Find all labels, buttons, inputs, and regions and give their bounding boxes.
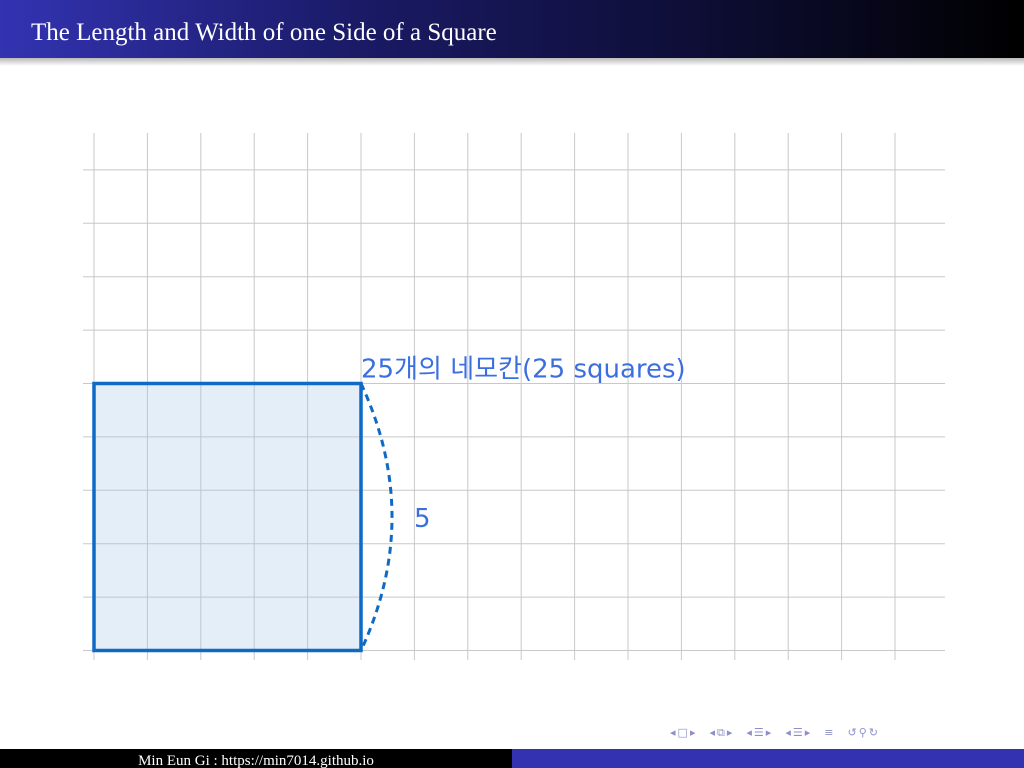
footer-author: Min Eun Gi : https://min7014.github.io xyxy=(138,753,374,768)
arrow-right-icon[interactable]: ▸ xyxy=(726,726,733,739)
side-length-label: 5 xyxy=(414,504,431,534)
slide-title: The Length and Width of one Side of a Sq… xyxy=(31,19,497,46)
square-5x5 xyxy=(94,383,361,651)
redo-icon[interactable]: ↻ xyxy=(868,726,878,739)
side-length-arc xyxy=(359,382,394,652)
frame-icon[interactable]: □ xyxy=(677,726,688,739)
zoom-icon[interactable]: ⚲ xyxy=(858,726,867,739)
arrow-left-icon[interactable]: ◂ xyxy=(785,726,791,739)
footer-right-band xyxy=(512,749,1024,768)
undo-icon[interactable]: ↺ xyxy=(847,726,857,739)
section-icon[interactable]: ☰ xyxy=(753,726,764,739)
square-border xyxy=(92,381,363,653)
footer-left-band xyxy=(0,749,512,768)
title-bar xyxy=(0,0,1024,58)
align-icon[interactable]: ≡ xyxy=(824,726,834,739)
arrow-right-icon[interactable]: ▸ xyxy=(689,726,696,739)
arrow-left-icon[interactable]: ◂ xyxy=(746,726,752,739)
navigation-bar: ◂ □ ▸ ◂ ⧉ ▸ ◂ ☰ ▸ ◂ ☰ ▸ ≡ ↺ ⚲ ↻ xyxy=(670,724,878,742)
arrow-right-icon[interactable]: ▸ xyxy=(765,726,772,739)
arrow-right-icon[interactable]: ▸ xyxy=(804,726,811,739)
subsection-icon[interactable]: ⧉ xyxy=(717,726,725,739)
arrow-left-icon[interactable]: ◂ xyxy=(709,726,715,739)
square-inner-grid xyxy=(94,383,361,651)
arrow-left-icon[interactable]: ◂ xyxy=(670,726,676,739)
area-label: 25개의 네모칸(25 squares) xyxy=(361,355,686,385)
section-icon[interactable]: ☰ xyxy=(792,726,803,739)
title-bar-shadow xyxy=(0,58,1024,66)
